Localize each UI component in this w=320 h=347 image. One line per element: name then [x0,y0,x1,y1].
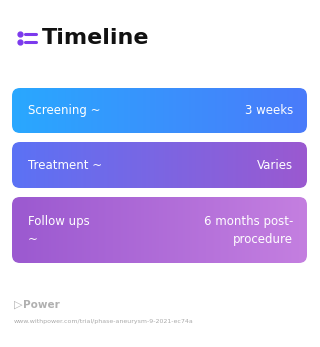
Text: Screening ~: Screening ~ [28,104,100,117]
Text: Follow ups
~: Follow ups ~ [28,214,90,245]
Text: Power: Power [23,300,60,310]
Text: ▷: ▷ [14,300,22,310]
Text: 6 months post-
procedure: 6 months post- procedure [204,214,293,245]
Text: Varies: Varies [257,159,293,171]
Text: Treatment ~: Treatment ~ [28,159,102,171]
Text: Timeline: Timeline [42,28,149,48]
Text: 3 weeks: 3 weeks [245,104,293,117]
Text: www.withpower.com/trial/phase-aneurysm-9-2021-ec74a: www.withpower.com/trial/phase-aneurysm-9… [14,320,194,324]
